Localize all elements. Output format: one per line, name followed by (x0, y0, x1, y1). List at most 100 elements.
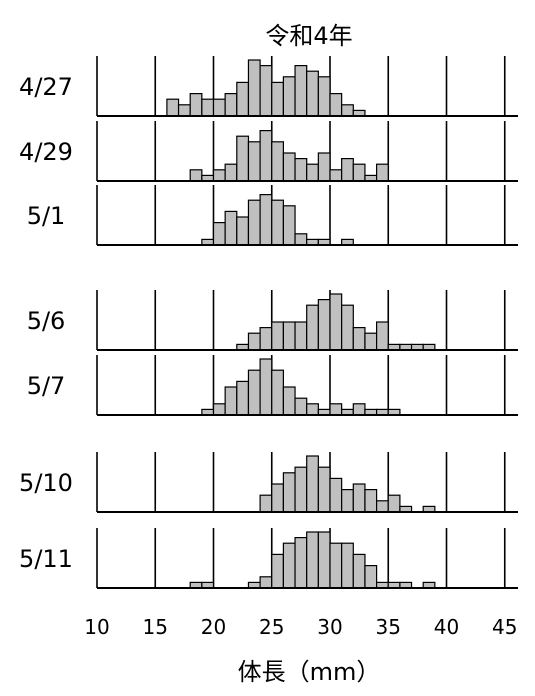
panel-date-label: 4/29 (19, 138, 73, 166)
bar (247, 59, 261, 117)
x-tick-label: 40 (434, 615, 459, 639)
bar (201, 98, 215, 117)
panel-date-label: 5/6 (27, 307, 66, 335)
x-axis-label: 体長（mm） (238, 658, 381, 686)
bar (352, 403, 366, 416)
bar (236, 135, 250, 182)
bar (294, 233, 308, 246)
bar (177, 104, 191, 117)
x-tick-label: 45 (492, 615, 517, 639)
bar (376, 500, 389, 513)
bar (224, 163, 238, 182)
bar (271, 199, 284, 246)
panel-date-label: 5/11 (19, 545, 73, 573)
panel-5-6: 5/6 (27, 290, 518, 351)
bar (341, 542, 354, 589)
bar (247, 141, 261, 182)
bar (329, 92, 343, 117)
bar (224, 92, 238, 117)
bar (259, 494, 273, 513)
histogram-panels: 4/27 4/29 5/1 5/6 5/7 5/10 5/11 (19, 56, 518, 589)
bar (212, 169, 226, 182)
panel-5-10: 5/10 (19, 452, 518, 513)
bar (282, 205, 296, 246)
bar (212, 222, 226, 246)
panel-5-11: 5/11 (19, 528, 518, 589)
x-axis-tick-labels: 10 15 20 25 30 35 40 45 (84, 615, 517, 639)
bar (352, 163, 366, 182)
bar (271, 483, 284, 513)
bar (364, 332, 378, 351)
bar (236, 380, 250, 416)
bar (282, 542, 296, 589)
panel-5-7: 5/7 (27, 355, 518, 416)
bar (317, 466, 331, 513)
bar (247, 332, 261, 351)
bar (294, 321, 308, 351)
panel-date-label: 5/10 (19, 469, 73, 497)
bar (271, 369, 284, 416)
bar (376, 321, 389, 351)
bar (212, 98, 226, 117)
panel-date-label: 5/1 (27, 202, 66, 230)
bar (306, 403, 319, 416)
bar (282, 386, 296, 416)
bar (271, 321, 284, 351)
panel-date-label: 5/7 (27, 372, 66, 400)
x-tick-label: 25 (259, 615, 284, 639)
bar (352, 553, 366, 589)
bar (282, 76, 296, 117)
bar (259, 194, 273, 246)
bar (387, 494, 401, 513)
chart-title: 令和4年 (265, 22, 352, 50)
bar (247, 369, 261, 416)
x-tick-label: 15 (143, 615, 168, 639)
bar (294, 536, 308, 589)
bar (282, 152, 296, 182)
x-tick-label: 20 (201, 615, 226, 639)
bar (236, 81, 250, 117)
bar (306, 531, 319, 589)
x-tick-label: 35 (376, 615, 401, 639)
bar (352, 483, 366, 513)
bar (341, 104, 354, 117)
bar (271, 141, 284, 182)
bar (329, 542, 343, 589)
bar (317, 76, 331, 117)
bar (294, 64, 308, 117)
bar (224, 210, 238, 246)
bar (189, 169, 203, 182)
bar (306, 455, 319, 513)
panel-4-27: 4/27 (19, 56, 518, 117)
bar (329, 169, 343, 182)
bar (306, 70, 319, 117)
bar (294, 397, 308, 416)
bar (317, 152, 331, 182)
bar (364, 564, 378, 589)
bar (259, 358, 273, 416)
x-tick-label: 30 (317, 615, 342, 639)
bar (189, 92, 203, 117)
bar (306, 304, 319, 351)
bar (352, 327, 366, 351)
bar (294, 158, 308, 182)
bar (259, 576, 273, 589)
bar (294, 466, 308, 513)
bar (317, 299, 331, 351)
bar (271, 553, 284, 589)
bar (376, 163, 389, 182)
bar (247, 199, 261, 246)
panel-date-label: 4/27 (19, 73, 73, 101)
bar (259, 130, 273, 182)
bar (224, 386, 238, 416)
bar (236, 216, 250, 246)
bar (317, 531, 331, 589)
x-tick-label: 10 (84, 615, 109, 639)
bar (364, 489, 378, 513)
bar (166, 98, 180, 117)
bar (282, 472, 296, 513)
bar (306, 163, 319, 182)
bar (271, 81, 284, 117)
bar (329, 293, 343, 351)
